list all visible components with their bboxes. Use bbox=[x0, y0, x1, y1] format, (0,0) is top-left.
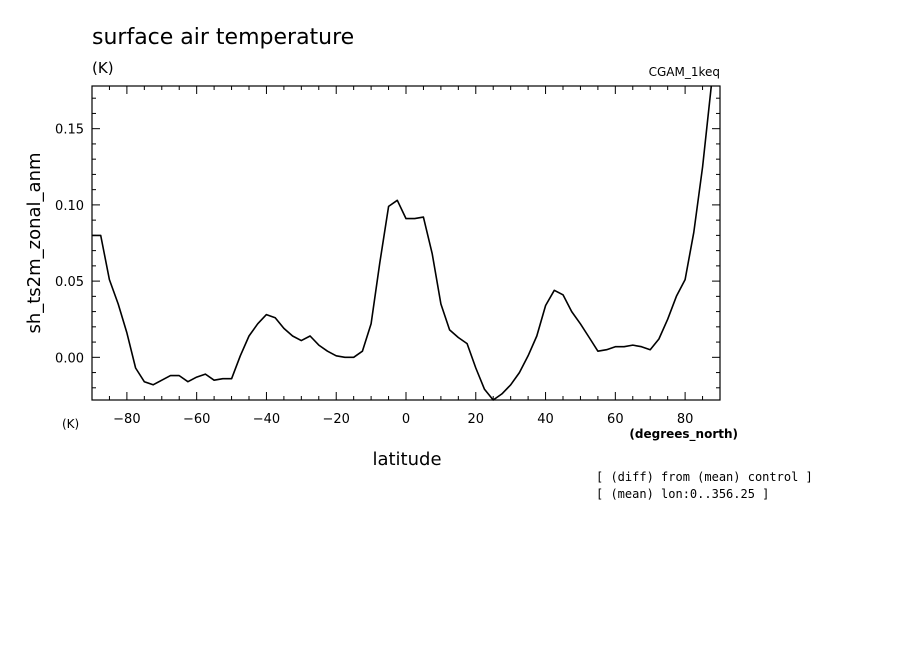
x-tick-label: 20 bbox=[468, 412, 485, 427]
y-axis-units: (K) bbox=[62, 417, 79, 431]
x-tick-label: −60 bbox=[183, 412, 210, 427]
plot-area: −80 −60 −40 −20 0 20 40 60 80 0.00 0.05 0.10 0.15 bbox=[55, 85, 721, 427]
chart-title: surface air temperature bbox=[92, 25, 354, 50]
y-tick-labels: 0.00 0.05 0.10 0.15 bbox=[55, 123, 84, 367]
x-axis-label: latitude bbox=[372, 449, 441, 470]
y-tick-label: 0.10 bbox=[55, 199, 84, 214]
y-axis-label: sh_ts2m_zonal_anm bbox=[24, 152, 45, 333]
x-tick-label: −80 bbox=[113, 412, 140, 427]
x-tick-label: −20 bbox=[323, 412, 350, 427]
note-diff: [ (diff) from (mean) control ] bbox=[596, 470, 813, 484]
x-tick-label: −40 bbox=[253, 412, 280, 427]
x-tick-label: 80 bbox=[677, 412, 694, 427]
plot-frame bbox=[91, 85, 721, 401]
title-units: (K) bbox=[92, 59, 114, 77]
axis-ticks bbox=[91, 86, 721, 400]
run-label: CGAM_1keq bbox=[649, 65, 720, 79]
x-tick-label: 0 bbox=[402, 412, 410, 427]
x-tick-labels: −80 −60 −40 −20 0 20 40 60 80 bbox=[113, 412, 693, 427]
y-tick-label: 0.05 bbox=[55, 275, 84, 290]
series-line bbox=[92, 85, 713, 401]
y-tick-label: 0.00 bbox=[55, 351, 84, 366]
note-mean: [ (mean) lon:0..356.25 ] bbox=[596, 487, 769, 501]
y-tick-label: 0.15 bbox=[55, 123, 84, 138]
x-tick-label: 60 bbox=[607, 412, 624, 427]
x-tick-label: 40 bbox=[537, 412, 554, 427]
x-axis-units: (degrees_north) bbox=[629, 427, 738, 442]
